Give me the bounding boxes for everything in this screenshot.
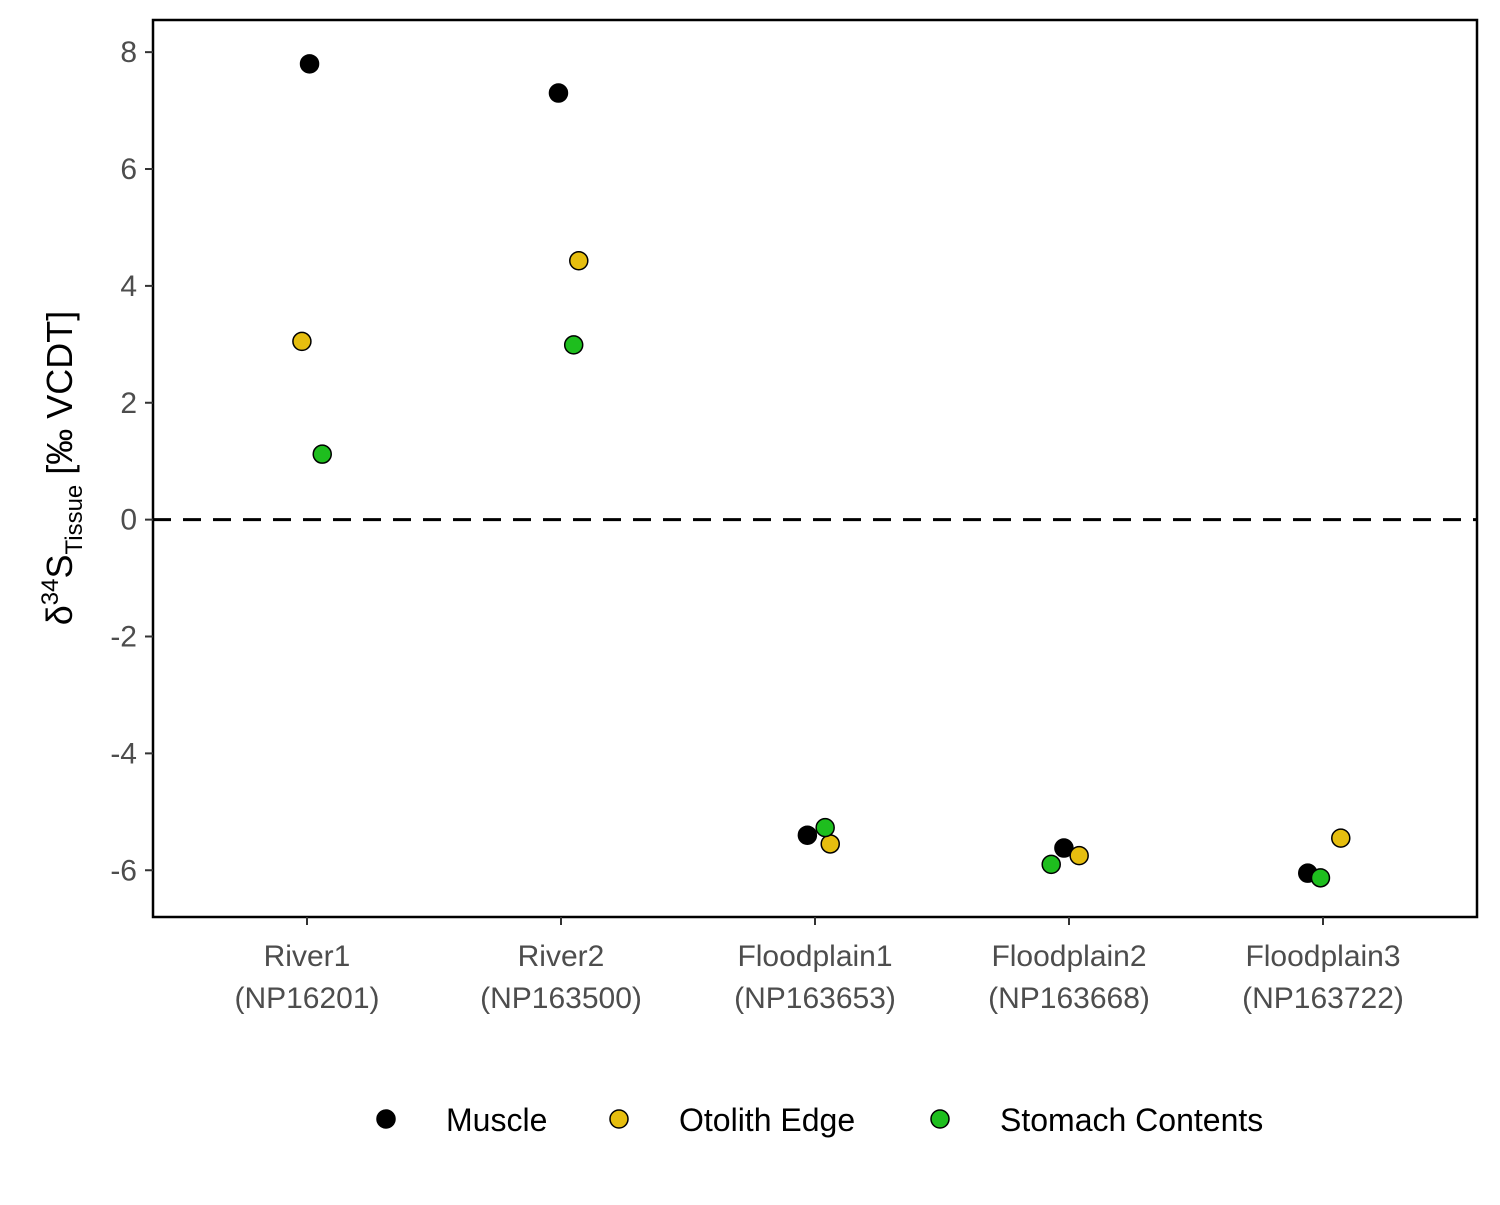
data-point-stomach-contents <box>1041 854 1061 875</box>
data-point-muscle <box>548 83 569 103</box>
legend-key-stomach-contents <box>930 1109 950 1129</box>
y-tick-label: -2 <box>110 621 137 654</box>
x-tick-label-name: River2 <box>518 940 605 973</box>
x-tick-label-id: (NP163668) <box>988 982 1150 1015</box>
x-tick-label-name: Floodplain3 <box>1245 940 1400 973</box>
data-points <box>292 54 1351 888</box>
data-point-otolith-edge <box>569 251 589 271</box>
x-tick-label-name: Floodplain1 <box>737 940 892 973</box>
plot-panel-border <box>151 18 1479 919</box>
axes: -6 -4 -2 0 2 4 6 8 River1 (NP16201) River2 (NP16350… <box>110 18 1479 1015</box>
y-tick-label: 4 <box>120 270 137 303</box>
data-point-stomach-contents <box>563 335 584 355</box>
legend-label: Otolith Edge <box>679 1102 855 1138</box>
y-axis-title-sub: Tissue <box>61 485 88 555</box>
legend-key-otolith-edge <box>609 1109 629 1129</box>
data-point-stomach-contents <box>312 444 332 464</box>
y-tick-label: -6 <box>110 854 137 887</box>
data-point-otolith-edge <box>1069 845 1089 866</box>
data-point-stomach-contents <box>815 817 835 838</box>
x-tick-label-id: (NP163653) <box>734 982 896 1015</box>
data-point-muscle <box>1054 838 1074 858</box>
data-point-otolith-edge <box>820 834 840 854</box>
x-tick-label-id: (NP163722) <box>1242 982 1404 1015</box>
y-tick-label: 0 <box>120 504 137 537</box>
data-point-muscle <box>797 825 818 845</box>
y-axis-title-delta: δ <box>39 605 80 625</box>
x-tick-label-id: (NP16201) <box>234 982 379 1015</box>
legend-label: Stomach Contents <box>1000 1102 1263 1138</box>
y-axis-title-main: S <box>39 555 80 579</box>
y-axis-title: δ34STissue [‰ VCDT] <box>37 311 88 626</box>
y-tick-label: 8 <box>120 36 137 69</box>
y-tick-label: -4 <box>110 737 137 770</box>
data-point-otolith-edge <box>292 331 312 352</box>
y-tick-label: 2 <box>120 387 137 420</box>
legend: Muscle Otolith Edge Stomach Contents <box>376 1102 1263 1138</box>
data-point-otolith-edge <box>1331 828 1351 848</box>
data-point-stomach-contents <box>1310 868 1331 888</box>
x-tick-label-name: Floodplain2 <box>991 940 1146 973</box>
y-tick-label: 6 <box>120 153 137 186</box>
x-tick-label-name: River1 <box>264 940 351 973</box>
data-point-muscle <box>299 54 320 74</box>
legend-label: Muscle <box>446 1102 547 1138</box>
y-axis-title-tail: [‰ VCDT] <box>39 311 80 485</box>
y-axis-title-sup: 34 <box>37 579 64 606</box>
x-tick-label-id: (NP163500) <box>480 982 642 1015</box>
legend-key-muscle <box>376 1109 396 1129</box>
